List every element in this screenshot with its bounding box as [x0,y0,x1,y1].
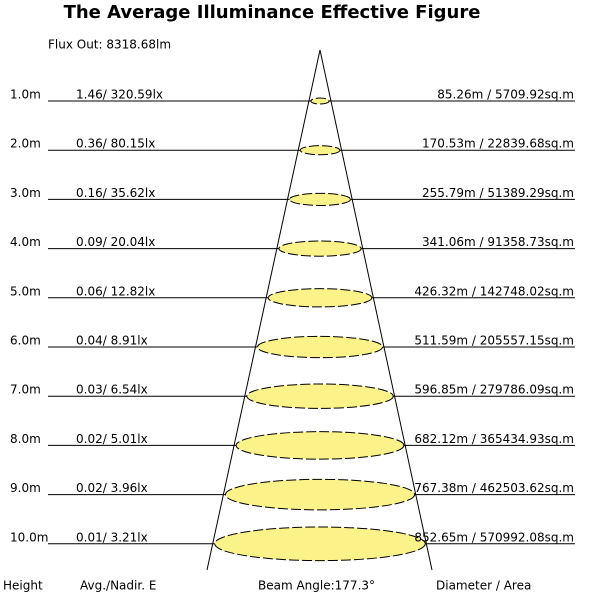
beam-ellipse [214,526,426,562]
height-label: 1.0m [10,88,41,102]
diameter-area-label: 767.38m / 462503.62sq.m [414,481,574,495]
cone-edge [206,49,321,571]
illuminance-label: 0.16/ 35.62lx [76,186,155,200]
diameter-area-label: 341.06m / 91358.73sq.m [422,235,574,249]
illuminance-label: 0.03/ 6.54lx [76,383,148,397]
footer-beam-angle: Beam Angle:177.3° [258,579,375,593]
height-label: 2.0m [10,137,41,151]
illuminance-label: 0.02/ 5.01lx [76,432,148,446]
height-label: 7.0m [10,383,41,397]
footer-height: Height [3,579,43,593]
diameter-area-label: 852.65m / 570992.08sq.m [414,530,574,544]
beam-ellipse [278,240,362,257]
height-label: 10.0m [10,530,48,544]
height-label: 4.0m [10,235,41,249]
height-label: 9.0m [10,481,41,495]
footer-diameter: Diameter / Area [436,579,531,593]
beam-ellipse [267,288,373,308]
illuminance-label: 1.46/ 320.59lx [76,88,163,102]
diameter-area-label: 170.53m / 22839.68sq.m [422,137,574,151]
diameter-area-label: 85.26m / 5709.92sq.m [437,88,574,102]
diameter-area-label: 426.32m / 142748.02sq.m [414,284,574,298]
illuminance-label: 0.06/ 12.82lx [76,284,155,298]
beam-ellipse [289,192,351,206]
diameter-area-label: 255.79m / 51389.29sq.m [422,186,574,200]
beam-ellipse [299,145,341,156]
beam-ellipse [235,431,405,460]
height-label: 3.0m [10,186,41,200]
beam-ellipse [246,383,394,409]
title: The Average Illuminance Effective Figure [64,2,481,23]
diameter-area-label: 682.12m / 365434.93sq.m [414,432,574,446]
footer-illuminance: Avg./Nadir. E [80,579,156,593]
beam-ellipse [310,97,330,105]
height-label: 8.0m [10,432,41,446]
illuminance-label: 0.09/ 20.04lx [76,235,155,249]
illuminance-label: 0.36/ 80.15lx [76,137,155,151]
rows: 1.0m 1.46/ 320.59lx 85.26m / 5709.92sq.m 2.… [10,88,575,562]
diameter-area-label: 596.85m / 279786.09sq.m [414,383,574,397]
flux-out: Flux Out: 8318.68lm [48,38,171,52]
diameter-area-label: 511.59m / 205557.15sq.m [414,334,574,348]
beam-ellipse [256,335,384,359]
cone-edge [319,49,433,571]
beam-ellipse [224,478,416,511]
illuminance-label: 0.04/ 8.91lx [76,334,148,348]
height-label: 6.0m [10,334,41,348]
height-label: 5.0m [10,284,41,298]
illuminance-label: 0.01/ 3.21lx [76,530,148,544]
illuminance-label: 0.02/ 3.96lx [76,481,148,495]
